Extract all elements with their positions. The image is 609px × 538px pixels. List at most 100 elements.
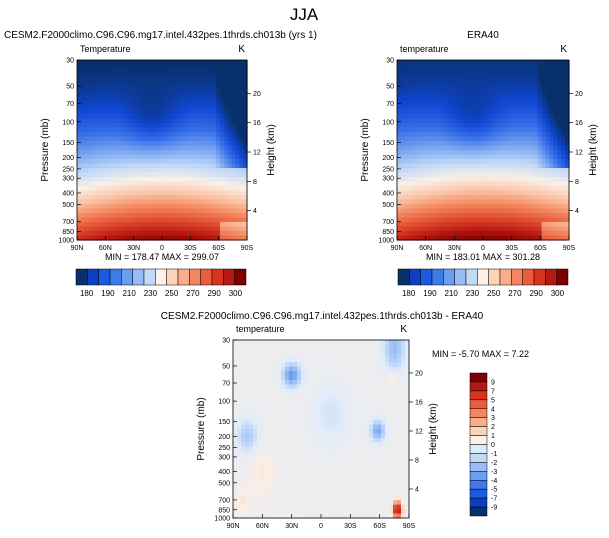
panel-title-diff: CESM2.F2000climo.C96.C96.mg17.intel.432p… [161, 311, 484, 322]
y-tick-label: 850 [62, 229, 74, 236]
x-tick-label: 60S [373, 523, 386, 530]
field-obs [397, 60, 570, 241]
y-tick-label: 50 [66, 84, 74, 91]
height-tick-label: 20 [253, 91, 261, 98]
y-tick-label: 300 [62, 176, 74, 183]
colorbar-label: 250 [165, 289, 179, 298]
y-tick-label: 700 [218, 497, 230, 504]
colorbar-label: 0 [491, 442, 495, 449]
colorbar-swatch [545, 268, 557, 286]
colorbar-label: -7 [491, 496, 497, 503]
colorbar-label: 290 [529, 289, 543, 298]
y-tick-label: 100 [62, 119, 74, 126]
height-tick-label: 16 [575, 120, 583, 127]
colorbar-swatch [200, 268, 213, 286]
field-label-model: Temperature [80, 44, 131, 54]
panel-title-model: CESM2.F2000climo.C96.C96.mg17.intel.432p… [4, 30, 317, 41]
x-tick-label: 0 [481, 245, 485, 252]
field-label-diff: temperature [236, 324, 285, 334]
colorbar-swatch [443, 268, 455, 286]
x-tick-label: 60N [419, 245, 432, 252]
y-tick-label: 200 [62, 155, 74, 162]
colorbar-label: -4 [491, 478, 497, 485]
field-diff [233, 340, 410, 519]
y-tick-label: 70 [66, 101, 74, 108]
colorbar-label: 180 [80, 289, 94, 298]
colorbar-swatch [234, 268, 247, 286]
colorbar-swatch [469, 462, 488, 472]
y-tick-label: 1000 [378, 238, 394, 245]
colorbar-swatch [469, 408, 488, 418]
colorbar-swatch [477, 268, 489, 286]
colorbar-swatch [522, 268, 535, 286]
colorbar-label: 290 [207, 289, 221, 298]
colorbar-top: 180 190 210 230 250 270 290 300 [397, 268, 569, 298]
y-tick-label: 300 [218, 454, 230, 461]
colorbar-label: 230 [144, 289, 158, 298]
y-tick-label: 70 [386, 101, 394, 108]
colorbar-top: 180 190 210 230 250 270 290 300 [75, 268, 247, 298]
colorbar-label: 250 [487, 289, 501, 298]
x-tick-label: 30N [127, 245, 140, 252]
y-tick-label: 250 [382, 166, 394, 173]
colorbar-label: -5 [491, 487, 497, 494]
colorbar-swatch [469, 417, 488, 427]
colorbar-swatch [397, 268, 410, 286]
y-tick-label: 700 [382, 219, 394, 226]
colorbar-swatch [189, 268, 201, 286]
colorbar-swatch [469, 372, 488, 383]
height-tick-label: 12 [253, 150, 261, 157]
colorbar-label: -3 [491, 469, 497, 476]
y-tick-label: 500 [382, 202, 394, 209]
y-tick-label: 150 [218, 419, 230, 426]
colorbar-swatch [469, 453, 488, 463]
panel-diff: CESM2.F2000climo.C96.C96.mg17.intel.432p… [161, 311, 529, 530]
colorbar-swatch [469, 390, 488, 401]
y-tick-label: 300 [382, 176, 394, 183]
x-tick-label: 0 [160, 245, 164, 252]
colorbar-swatch [431, 268, 444, 286]
colorbar-label: 180 [402, 289, 416, 298]
height-tick-label: 8 [253, 179, 257, 186]
x-tick-label: 30S [344, 523, 357, 530]
height-tick-label: 4 [575, 208, 579, 215]
y-axis-title-diff: Pressure (mb) [196, 397, 207, 460]
y-tick-label: 150 [62, 140, 74, 147]
stats-model: MIN = 178.47 MAX = 299.07 [105, 252, 219, 262]
colorbar-swatch [511, 268, 523, 286]
colorbar-swatch [469, 444, 488, 454]
colorbar-swatch [177, 268, 190, 286]
y-tick-label: 250 [218, 445, 230, 452]
y-tick-label: 150 [382, 140, 394, 147]
colorbar-label: 2 [491, 424, 495, 431]
colorbar-swatch [488, 268, 501, 286]
colorbar-swatch [469, 506, 488, 517]
x-tick-label: 90N [71, 245, 84, 252]
colorbar-swatch [469, 488, 488, 499]
colorbar-diff: 9 7 5 4 3 2 1 0 -1 -2 -3 -4 -5 -7 -9 [469, 372, 497, 517]
field-model [77, 60, 248, 241]
colorbar-label: 270 [186, 289, 200, 298]
y-tick-label: 400 [382, 190, 394, 197]
x-tick-label: 90N [391, 245, 404, 252]
height-tick-label: 8 [415, 457, 419, 464]
colorbar-swatch [454, 268, 467, 286]
x-tick-label: 90S [241, 245, 254, 252]
height-tick-label: 20 [415, 370, 423, 377]
colorbar-swatch [420, 268, 433, 286]
colorbar-label: 270 [508, 289, 522, 298]
y-axis-title-model: Pressure (mb) [40, 118, 51, 181]
colorbar-label: 230 [466, 289, 480, 298]
y-tick-label: 250 [62, 166, 74, 173]
y-tick-label: 30 [386, 58, 394, 65]
colorbar-swatch [121, 268, 133, 286]
height-tick-label: 16 [253, 120, 261, 127]
units-label-model: K [238, 44, 245, 55]
colorbar-swatch [469, 497, 488, 508]
colorbar-label: 5 [491, 397, 495, 404]
colorbar-swatch [469, 471, 488, 481]
colorbar-label: 210 [122, 289, 136, 298]
colorbar-swatch [469, 426, 488, 436]
height-tick-label: 4 [415, 486, 419, 493]
x-tick-label: 90N [227, 523, 240, 530]
